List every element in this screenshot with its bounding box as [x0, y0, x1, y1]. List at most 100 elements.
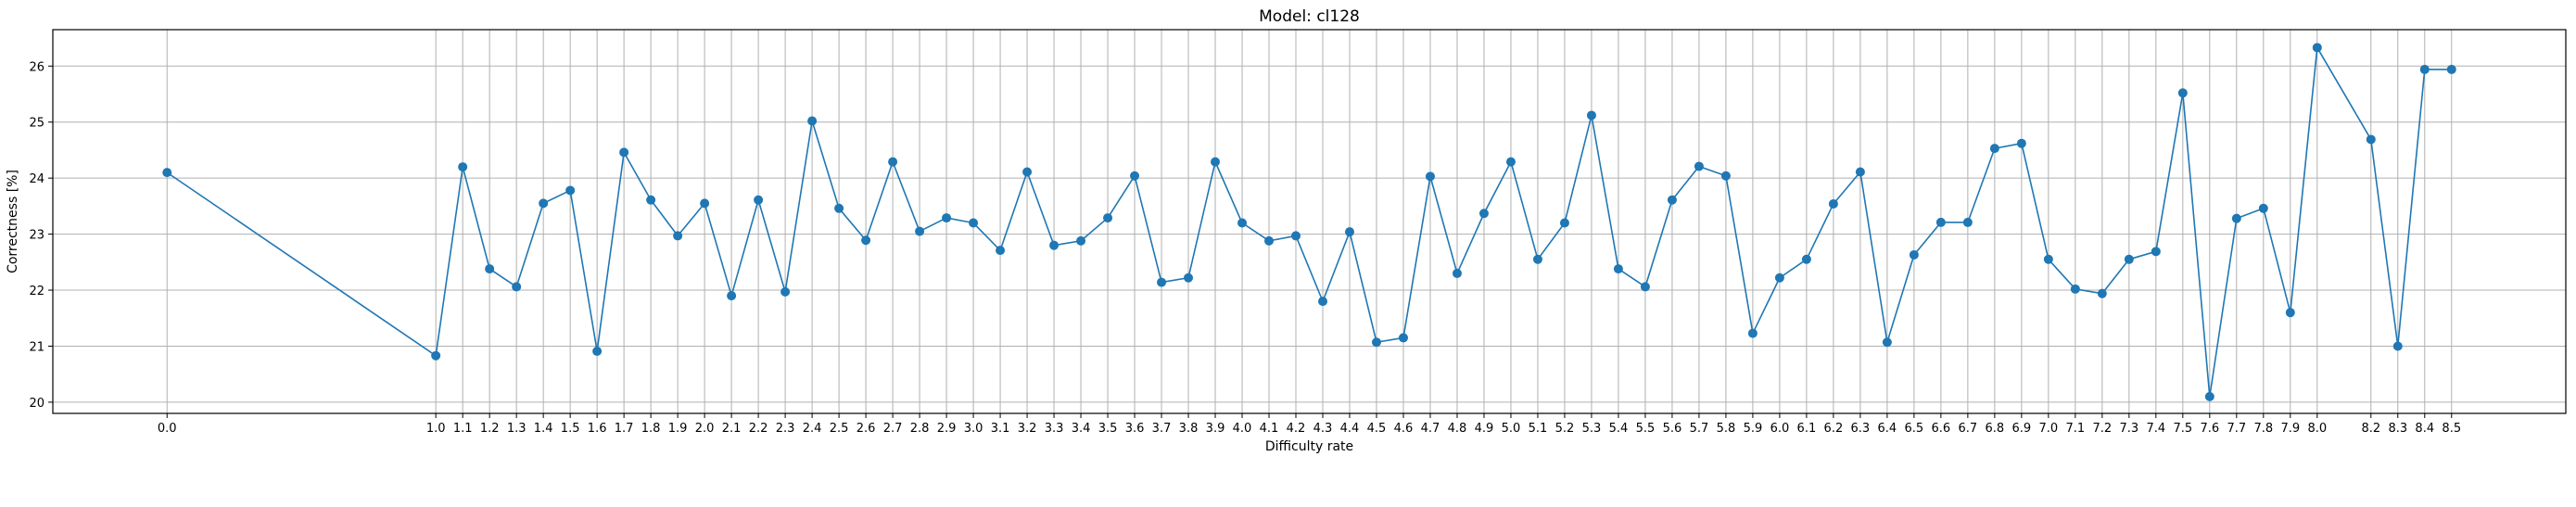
x-tick-label: 2.2	[749, 422, 768, 436]
data-point	[1157, 277, 1167, 287]
data-point	[1774, 273, 1784, 283]
y-tick-label: 22	[29, 285, 44, 298]
data-point	[1613, 264, 1623, 274]
x-tick-label: 4.7	[1421, 422, 1440, 436]
data-point	[2151, 247, 2161, 257]
x-tick-label: 4.0	[1233, 422, 1252, 436]
data-point	[1211, 157, 1221, 167]
x-tick-label: 8.0	[2307, 422, 2327, 436]
data-series	[162, 43, 2456, 401]
data-point	[1103, 213, 1113, 223]
data-point	[1586, 110, 1596, 120]
x-tick-label: 3.2	[1018, 422, 1037, 436]
data-point	[780, 286, 791, 297]
x-tick-label: 1.7	[615, 422, 634, 436]
x-tick-label: 6.8	[1986, 422, 2005, 436]
x-tick-label: 4.4	[1340, 422, 1360, 436]
data-point	[1640, 282, 1650, 292]
x-tick-label: 8.5	[2442, 422, 2461, 436]
data-point	[2204, 391, 2214, 401]
data-point	[673, 231, 683, 241]
x-tick-label: 2.4	[803, 422, 822, 436]
data-point	[2366, 134, 2376, 145]
x-tick-label: 3.7	[1152, 422, 1172, 436]
x-tick-label: 3.6	[1125, 422, 1145, 436]
data-point	[619, 147, 629, 158]
x-tick-label: 5.3	[1582, 422, 1602, 436]
data-point	[1694, 161, 1704, 171]
y-axis-title: Correctness [%]	[6, 170, 20, 273]
data-point	[1076, 235, 1086, 246]
x-tick-label: 5.0	[1502, 422, 1521, 436]
data-point	[1559, 218, 1569, 228]
x-tick-label: 6.2	[1824, 422, 1844, 436]
x-tick-label: 7.1	[2066, 422, 2086, 436]
axis-ticks: 0.0 1.0 1.1 1.2 1.3 1.4 1.5 1.6 1.7 1.8 1.9 2.0 2.1 2…	[29, 60, 2461, 436]
x-tick-label: 2.3	[776, 422, 795, 436]
data-point	[1882, 337, 1892, 348]
data-point	[1747, 328, 1758, 338]
x-tick-label: 6.6	[1932, 422, 1951, 436]
x-tick-label: 3.1	[991, 422, 1010, 436]
x-tick-label: 6.5	[1905, 422, 1924, 436]
data-point	[2446, 64, 2456, 74]
data-point	[2016, 138, 2026, 148]
y-tick-label: 24	[29, 172, 44, 186]
data-point	[969, 218, 979, 228]
x-tick-label: 2.1	[722, 422, 742, 436]
data-point	[1184, 273, 1194, 283]
data-point	[1130, 171, 1140, 181]
x-tick-label: 4.3	[1313, 422, 1333, 436]
x-tick-label: 7.2	[2092, 422, 2112, 436]
x-tick-label: 1.0	[426, 422, 446, 436]
x-tick-label: 7.4	[2146, 422, 2165, 436]
x-tick-label: 1.9	[668, 422, 688, 436]
x-tick-label: 3.0	[964, 422, 983, 436]
data-point	[1532, 254, 1542, 264]
x-tick-label: 1.2	[480, 422, 500, 436]
x-tick-label: 7.5	[2173, 422, 2192, 436]
plot-area-frame	[52, 29, 2567, 414]
data-point	[1855, 167, 1865, 177]
data-point	[2043, 254, 2053, 264]
x-tick-label: 1.6	[588, 422, 607, 436]
y-tick-label: 26	[29, 60, 44, 74]
data-point	[2285, 308, 2295, 318]
x-tick-label: 4.1	[1260, 422, 1279, 436]
x-tick-label: 3.4	[1072, 422, 1091, 436]
x-tick-label: 5.2	[1555, 422, 1575, 436]
x-tick-label: 6.1	[1797, 422, 1817, 436]
x-tick-label: 7.7	[2227, 422, 2246, 436]
data-point	[2177, 88, 2188, 98]
x-tick-label: 0.0	[158, 422, 177, 436]
x-tick-label: 7.6	[2200, 422, 2219, 436]
data-point	[888, 157, 898, 167]
x-tick-label: 3.3	[1045, 422, 1064, 436]
x-tick-label: 2.0	[695, 422, 715, 436]
data-point	[1505, 157, 1516, 167]
x-tick-label: 1.8	[641, 422, 661, 436]
x-tick-label: 8.4	[2415, 422, 2434, 436]
x-tick-label: 1.1	[453, 422, 473, 436]
x-tick-label: 2.8	[910, 422, 930, 436]
y-tick-label: 23	[29, 229, 44, 243]
data-point	[700, 198, 710, 209]
x-tick-label: 7.0	[2039, 422, 2059, 436]
x-tick-label: 6.9	[2012, 422, 2032, 436]
x-tick-label: 6.4	[1878, 422, 1897, 436]
data-point	[1452, 268, 1462, 278]
data-point	[431, 350, 441, 361]
data-point	[1425, 171, 1435, 182]
data-point	[996, 246, 1006, 256]
data-point	[727, 291, 737, 301]
data-point	[565, 185, 576, 196]
data-point	[754, 195, 764, 205]
data-point	[1371, 337, 1381, 348]
x-tick-label: 1.5	[561, 422, 580, 436]
data-point	[1720, 171, 1731, 181]
data-point	[485, 264, 495, 274]
x-tick-label: 5.7	[1690, 422, 1709, 436]
data-point	[2312, 43, 2322, 53]
data-point	[1828, 198, 1838, 209]
x-axis-title: Difficulty rate	[1265, 439, 1353, 454]
